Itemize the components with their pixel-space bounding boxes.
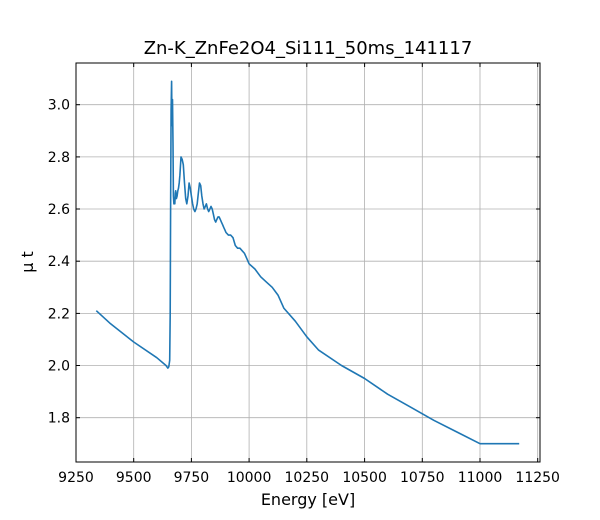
- grid: [75, 63, 540, 462]
- series-layer: [95, 80, 520, 445]
- y-tick-label: 2.4: [48, 254, 70, 270]
- y-tick-label: 3.0: [48, 98, 70, 114]
- x-axis-ticks: 9250 9500 9750 10000 10250 10500 10750 11000 112…: [58, 63, 560, 486]
- x-tick-label: 11000: [458, 470, 503, 486]
- x-tick-label: 10750: [400, 470, 445, 486]
- x-axis-label: Energy [eV]: [261, 490, 355, 509]
- x-tick-label: 10500: [342, 470, 387, 486]
- x-tick-label: 10250: [285, 470, 330, 486]
- x-tick-label: 9500: [116, 470, 152, 486]
- x-tick-label: 11250: [515, 470, 560, 486]
- x-tick-label: 9250: [58, 470, 94, 486]
- plot-frame: [75, 62, 541, 463]
- y-axis-ticks: 1.8 2.0 2.2 2.4 2.6 2.8 3.0: [48, 98, 540, 427]
- y-axis-label: μ t: [18, 251, 37, 273]
- plot-area: 9250 9500 9750 10000 10250 10500 10750 11000 112…: [48, 62, 560, 486]
- x-tick-label: 10000: [227, 470, 272, 486]
- series-line: [95, 80, 520, 445]
- x-tick-label: 9750: [174, 470, 210, 486]
- y-tick-label: 2.6: [48, 202, 70, 218]
- y-tick-label: 1.8: [48, 411, 70, 427]
- y-tick-label: 2.0: [48, 359, 70, 375]
- y-tick-label: 2.8: [48, 150, 70, 166]
- chart-title: Zn-K_ZnFe2O4_Si111_50ms_141117: [144, 38, 473, 59]
- y-tick-label: 2.2: [48, 306, 70, 322]
